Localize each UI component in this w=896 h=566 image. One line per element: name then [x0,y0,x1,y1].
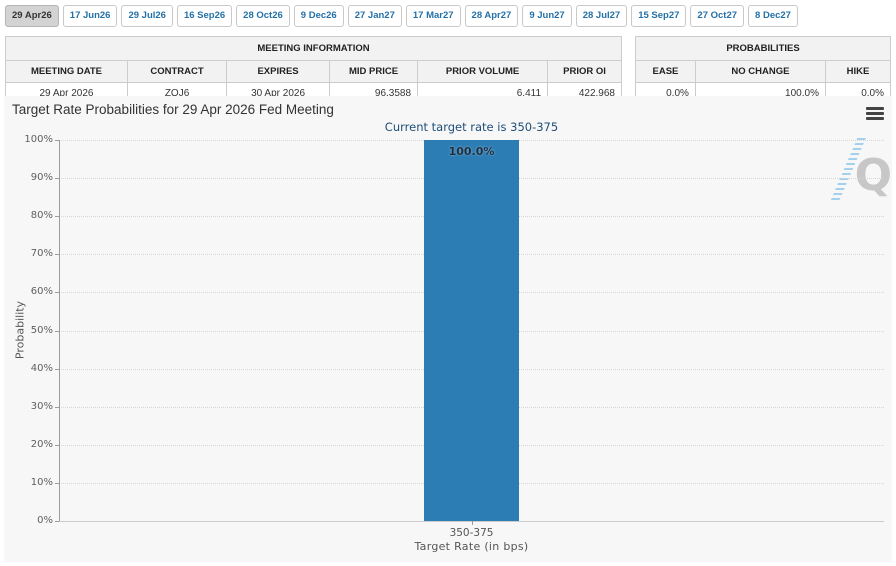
table-group-title-meeting-information: MEETING INFORMATION [5,36,622,61]
x-tick-mark [471,521,473,525]
quikstrike-watermark: Q [830,138,892,206]
y-tick-mark [55,521,59,522]
table-group-title-probabilities: PROBABILITIES [635,36,891,61]
y-tick-mark [55,254,59,256]
chart-title: Target Rate Probabilities for 29 Apr 202… [12,102,334,117]
table-header-row: MEETING DATE CONTRACT EXPIRES MID PRICE PRIO… [5,60,622,83]
y-tick-label: 80% [30,210,53,222]
tab-17-mar27[interactable]: 17 Mar27 [405,5,461,27]
y-tick-mark [55,140,59,141]
y-tick-label: 30% [30,400,53,412]
column-header-expires: EXPIRES [226,60,330,83]
column-header-mid-price: MID PRICE [328,60,419,83]
tab-28-oct26[interactable]: 28 Oct26 [236,5,290,27]
fedwatch-chart-panel: Target Rate Probabilities for 29 Apr 202… [4,96,892,562]
probabilities-table: PROBABILITIES EASE NO CHANGE HIKE 0.0% 100.0%… [635,36,892,105]
y-tick-label: 0% [37,515,53,526]
y-tick-label: 40% [30,362,53,374]
y-axis-line [59,140,60,521]
column-header-ease: EASE [635,60,696,83]
tab-29-jul26[interactable]: 29 Jul26 [121,5,173,27]
tab-17-jun26[interactable]: 17 Jun26 [62,5,118,27]
tab-27-jan27[interactable]: 27 Jan27 [347,5,402,27]
tab-29-apr26[interactable]: 29 Apr26 [5,5,59,27]
meeting-tab-bar: 29 Apr26 17 Jun26 29 Jul26 16 Sep26 28 Oct26… [5,5,798,27]
y-tick-mark [55,330,59,332]
y-tick-label: 60% [30,286,53,298]
y-tick-mark [55,444,59,446]
column-header-hike: HIKE [824,60,892,83]
x-tick-label: 350-375 [449,527,494,539]
tab-27-oct27[interactable]: 27 Oct27 [690,5,745,27]
y-tick-label: 50% [30,324,53,336]
y-tick-mark [55,482,59,484]
menu-bar [866,112,884,115]
probability-bar[interactable]: 100.0% [424,140,519,521]
y-tick-label: 100% [24,134,53,145]
y-tick-label: 70% [30,248,53,260]
column-header-no-change: NO CHANGE [694,60,826,83]
meeting-information-table: MEETING INFORMATION MEETING DATE CONTRACT E… [5,36,622,105]
chart-subtitle: Current target rate is 350-375 [384,120,559,134]
table-group-row: MEETING INFORMATION [5,36,622,61]
watermark-q-letter: Q [854,150,892,201]
column-header-contract: CONTRACT [126,60,228,83]
tables-row: MEETING INFORMATION MEETING DATE CONTRACT E… [5,36,892,105]
y-tick-label: 20% [30,438,53,450]
y-tick-label: 10% [30,476,53,488]
tab-28-apr27[interactable]: 28 Apr27 [464,5,519,27]
y-tick-mark [55,178,59,180]
menu-bar [866,107,884,110]
tab-8-dec27[interactable]: 8 Dec27 [748,5,798,27]
column-header-meeting-date: MEETING DATE [5,60,128,83]
column-header-prior-volume: PRIOR VOLUME [417,60,549,83]
y-tick-mark [55,292,59,294]
tab-9-jun27[interactable]: 9 Jun27 [522,5,572,27]
y-tick-mark [55,368,59,370]
y-tick-label: 90% [30,172,53,184]
tab-9-dec26[interactable]: 9 Dec26 [293,5,344,27]
x-axis-title: Target Rate (in bps) [414,540,529,553]
y-tick-mark [55,216,59,218]
tab-15-sep27[interactable]: 15 Sep27 [631,5,687,27]
tab-28-jul27[interactable]: 28 Jul27 [575,5,628,27]
menu-bar [866,117,884,120]
bar-value-label: 100.0% [448,145,495,158]
y-tick-mark [55,406,59,408]
table-header-row: EASE NO CHANGE HIKE [635,60,892,83]
table-group-row: PROBABILITIES [635,36,891,61]
column-header-prior-oi: PRIOR OI [547,60,622,83]
tab-16-sep26[interactable]: 16 Sep26 [176,5,233,27]
chart-context-menu-icon[interactable] [866,107,884,120]
